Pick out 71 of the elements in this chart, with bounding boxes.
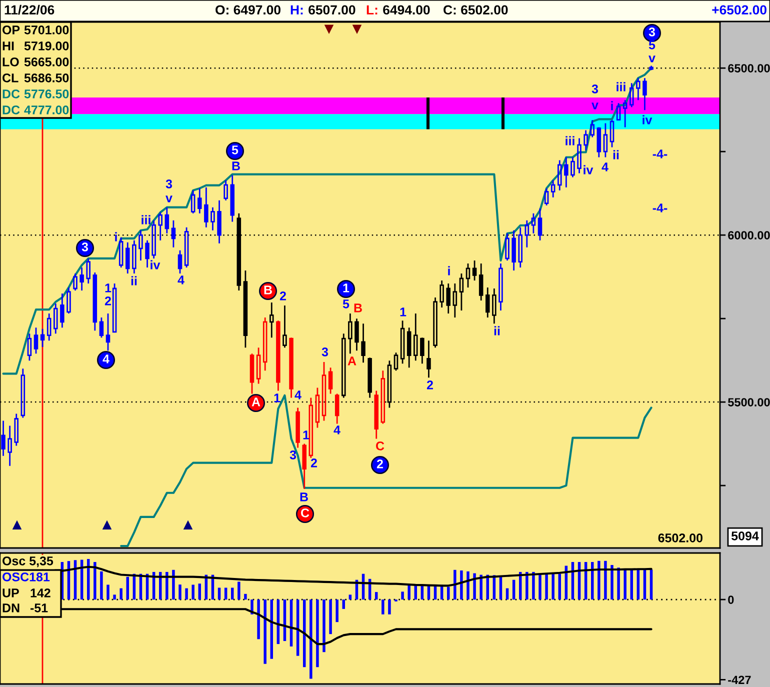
annotation: B bbox=[354, 304, 362, 312]
y-tick-label: -427 bbox=[728, 676, 751, 684]
text: 5094 bbox=[731, 532, 759, 540]
annotation: 2 bbox=[426, 380, 433, 390]
annotation: iii bbox=[566, 136, 574, 146]
annotation: 4 bbox=[294, 390, 302, 400]
text: O: 6497.00 bbox=[216, 5, 280, 15]
annotation: ii bbox=[131, 276, 137, 286]
annotation: B bbox=[300, 492, 308, 502]
y-tick-label: 6500.00 bbox=[728, 64, 770, 72]
annotation: 4 bbox=[102, 354, 110, 364]
annotation: 4 bbox=[602, 162, 608, 172]
annotation: 1 bbox=[274, 394, 280, 402]
annotation: UP 142 bbox=[2, 588, 50, 598]
annotation: 4 bbox=[178, 276, 184, 284]
annotation: 4 bbox=[334, 426, 340, 434]
annotation: iv bbox=[642, 115, 652, 124]
annotation: 5 bbox=[342, 300, 350, 308]
annotation: iii bbox=[616, 82, 626, 92]
annotation: 2 bbox=[104, 296, 111, 306]
annotation: OP 5701.00 bbox=[2, 26, 69, 34]
annotation: A bbox=[348, 356, 356, 366]
annotation: LO 5665.00 bbox=[2, 58, 69, 66]
annotation: 3 bbox=[648, 28, 656, 36]
annotation: DC 4777.00 bbox=[2, 106, 69, 114]
annotation: -4- bbox=[652, 204, 668, 212]
text: 11/22/06 bbox=[4, 4, 54, 15]
annotation: iv bbox=[150, 260, 160, 270]
annotation: CL 5686.50 bbox=[2, 74, 69, 82]
annotation: 2 bbox=[280, 292, 286, 300]
annotation: 3 bbox=[322, 348, 328, 356]
annotation: DN -51 bbox=[2, 604, 48, 612]
annotation: 3 bbox=[82, 242, 88, 252]
annotation: i bbox=[115, 232, 117, 242]
annotation: -4- bbox=[652, 150, 668, 158]
annotation: B bbox=[264, 286, 272, 294]
annotation: 5 bbox=[648, 40, 656, 50]
annotation: v bbox=[592, 102, 598, 110]
y-tick-label: 6000.00 bbox=[728, 231, 770, 240]
annotation: C bbox=[376, 442, 384, 450]
annotation: OSC181 bbox=[2, 572, 50, 582]
annotation: B bbox=[232, 162, 240, 170]
annotation: 2 bbox=[376, 460, 383, 468]
text: C: 6502.00 bbox=[444, 5, 508, 15]
annotation: 3 bbox=[166, 180, 172, 188]
text: H: 6507.00 bbox=[290, 5, 356, 15]
annotation: 6502.00 bbox=[658, 534, 702, 542]
annotation: A bbox=[252, 398, 260, 406]
annotation: Osc 5,35 bbox=[2, 556, 54, 568]
annotation: 1 bbox=[343, 284, 350, 292]
annotation: 1 bbox=[105, 284, 112, 292]
annotation: HI 5719.00 bbox=[2, 42, 69, 50]
annotation: 3 bbox=[592, 84, 598, 94]
annotation: DC 5776.50 bbox=[2, 90, 69, 98]
annotation: C bbox=[301, 508, 310, 518]
annotation: iii bbox=[142, 215, 150, 224]
text: L: 6494.00 bbox=[366, 5, 430, 15]
y-tick-label: 5500.00 bbox=[728, 398, 770, 406]
annotation: 3 bbox=[290, 450, 296, 460]
annotation: ii bbox=[494, 326, 500, 336]
text: +6502.00 bbox=[712, 5, 766, 15]
annotation: 2 bbox=[310, 458, 317, 468]
annotation: 1 bbox=[400, 308, 406, 316]
annotation: v bbox=[166, 196, 172, 202]
annotation: v bbox=[648, 56, 656, 62]
annotation: i bbox=[611, 101, 613, 110]
annotation: i bbox=[448, 266, 450, 276]
annotation: ii bbox=[613, 150, 619, 160]
annotation: 5 bbox=[232, 146, 238, 154]
annotation: iv bbox=[584, 165, 594, 174]
y-tick-label: 0 bbox=[728, 596, 734, 604]
